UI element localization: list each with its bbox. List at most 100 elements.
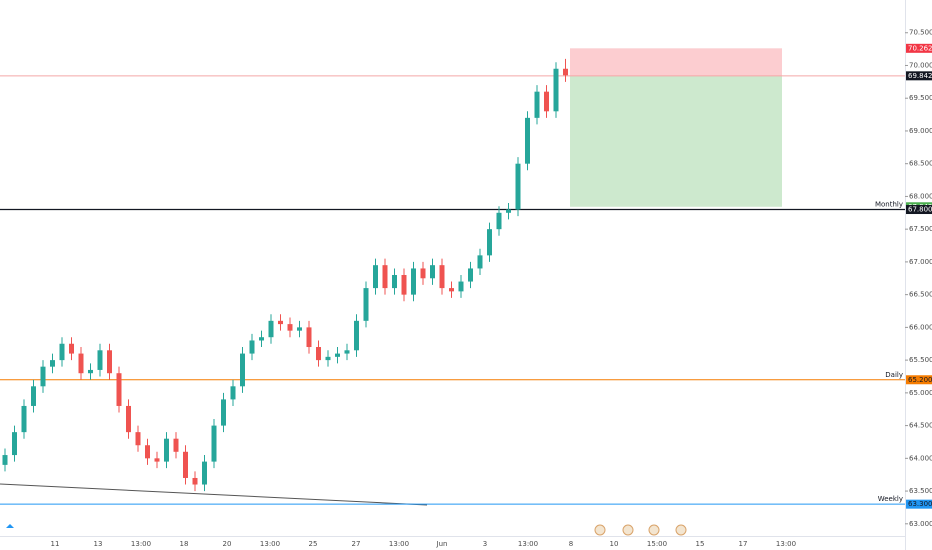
x-tick-label: 13:00	[518, 540, 538, 548]
candle	[278, 314, 283, 331]
y-tick-label: 67.000	[909, 258, 932, 266]
candle	[344, 343, 350, 361]
x-tick-label: Jun	[436, 540, 448, 548]
candle-body	[325, 356, 331, 361]
x-tick-label: 15	[696, 540, 705, 548]
level-name: Daily	[885, 371, 903, 379]
x-tick-label: 13:00	[776, 540, 796, 548]
candle	[439, 258, 445, 295]
candle-body	[344, 350, 350, 354]
y-tick-label: 64.500	[909, 422, 932, 430]
candle	[430, 258, 435, 285]
candle	[211, 419, 217, 469]
y-tick-label: 69.500	[909, 94, 932, 102]
price-tag-label: 65.200	[908, 376, 932, 384]
x-tick-label: 20	[223, 540, 232, 548]
candle	[21, 399, 27, 439]
candle	[88, 363, 93, 380]
x-tick-label: 25	[309, 540, 318, 548]
candle	[2, 448, 8, 472]
candle-body	[230, 386, 236, 400]
candle	[135, 425, 141, 452]
candle-body	[401, 275, 407, 295]
candle-body	[12, 432, 17, 456]
candle-body	[430, 265, 435, 279]
candle-body	[173, 438, 179, 452]
candle-body	[97, 350, 103, 370]
candle-body	[420, 268, 426, 279]
candle	[145, 438, 150, 465]
candle	[40, 360, 46, 393]
candle-body	[202, 461, 207, 485]
candle-body	[544, 91, 549, 112]
candle	[192, 471, 198, 492]
y-tick-label: 68.500	[909, 160, 932, 168]
y-tick-label: 66.500	[909, 291, 932, 299]
candle-body	[192, 477, 198, 485]
candle-body	[59, 343, 65, 361]
candle-body	[553, 68, 559, 112]
candle	[363, 281, 369, 328]
trend-line	[0, 483, 428, 506]
x-tick-label: 8	[569, 540, 573, 548]
candle	[154, 451, 160, 469]
candle	[164, 432, 169, 469]
candle	[306, 320, 312, 354]
x-tick-label: 11	[51, 540, 60, 548]
candle-body	[515, 163, 521, 210]
candle-body	[135, 432, 141, 446]
candle-body	[287, 324, 293, 331]
candle-body	[249, 340, 255, 354]
candle-body	[363, 288, 369, 321]
candle	[534, 85, 540, 125]
candle	[458, 275, 464, 298]
candle	[544, 85, 549, 118]
level-name: Weekly	[878, 495, 903, 503]
event-icons	[594, 524, 687, 536]
candle	[392, 268, 397, 295]
candle	[525, 111, 530, 171]
x-tick-label: 13:00	[131, 540, 151, 548]
price-tag-label: 63.300	[908, 500, 932, 508]
price-tag-label: 70.262	[908, 44, 932, 52]
candle	[107, 343, 112, 380]
candle	[316, 340, 321, 367]
candle-body	[468, 268, 473, 282]
price-tag-label: 69.842	[908, 72, 932, 80]
y-tick-label: 70.500	[909, 29, 932, 37]
y-tick-label: 68.000	[909, 192, 932, 200]
candle-body	[306, 327, 312, 348]
candle-body	[316, 347, 321, 361]
candle	[31, 379, 36, 413]
candle	[116, 366, 122, 413]
candle-body	[259, 337, 264, 341]
y-tick-label: 70.000	[909, 61, 932, 69]
candle-body	[40, 366, 46, 387]
candle	[401, 268, 407, 302]
candle	[506, 202, 511, 220]
candle-body	[107, 350, 112, 374]
candle	[382, 258, 388, 295]
x-tick-label: 13:00	[389, 540, 409, 548]
candle-body	[69, 343, 74, 354]
level-name: Monthly	[875, 201, 903, 209]
candle-body	[563, 68, 568, 76]
candle	[78, 347, 84, 380]
x-tick-label: 13:00	[260, 540, 280, 548]
price-tag	[906, 205, 932, 215]
candle	[496, 206, 502, 236]
target-zone	[570, 75, 782, 207]
candle-body	[382, 265, 388, 289]
y-tick-label: 66.000	[909, 323, 932, 331]
candle-body	[21, 405, 27, 433]
candle	[173, 432, 179, 459]
candle-body	[525, 117, 530, 164]
price-tag	[906, 499, 932, 509]
candle	[335, 347, 340, 364]
candle-body	[534, 91, 540, 118]
candle	[240, 347, 245, 393]
price-tag-label: 67.800	[908, 206, 932, 214]
x-tick-label: 18	[180, 540, 189, 548]
x-tick-label: 15:00	[647, 540, 667, 548]
price-tag	[906, 43, 932, 53]
